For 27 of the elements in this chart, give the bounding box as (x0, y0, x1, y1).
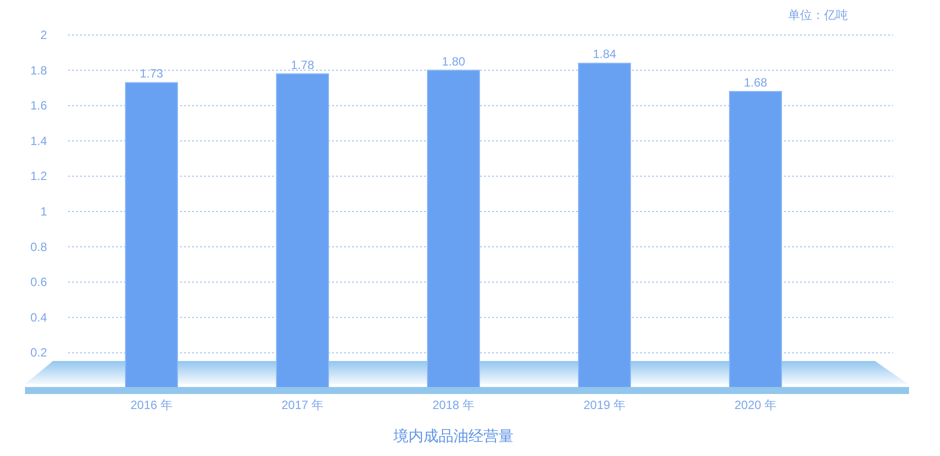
data-label: 1.84 (592, 47, 616, 62)
x-tick-label: 2017 年 (281, 398, 324, 412)
y-tick-label: 0.6 (30, 275, 48, 290)
data-label: 1.78 (290, 58, 314, 72)
x-tick-label: 2018 年 (432, 398, 475, 412)
y-tick-label: 1 (40, 204, 48, 218)
bar (729, 90, 782, 388)
data-label: 1.68 (744, 75, 768, 90)
data-label: 1.80 (442, 54, 466, 68)
bar (125, 82, 178, 388)
y-tick-label: 0.2 (30, 346, 48, 360)
y-tick-label: 0.4 (30, 310, 48, 324)
y-tick-label: 1.2 (30, 169, 48, 184)
y-axis-title: 单位：亿吨 (788, 8, 848, 22)
x-tick-label: 2020 年 (734, 398, 777, 412)
x-tick-label: 2019 年 (583, 398, 626, 412)
data-label: 1.73 (140, 66, 164, 81)
y-tick-label: 1.6 (30, 98, 48, 113)
y-tick-label: 1.4 (30, 134, 48, 148)
y-tick-label: 2 (40, 28, 48, 42)
y-tick-label: 0.8 (30, 240, 48, 254)
bar (578, 62, 631, 388)
text: 境内成品油经营量 (392, 428, 514, 445)
bar (276, 73, 329, 388)
x-tick-label: 2016 年 (130, 398, 173, 412)
bar (427, 70, 480, 388)
y-tick-label: 1.8 (30, 63, 48, 78)
